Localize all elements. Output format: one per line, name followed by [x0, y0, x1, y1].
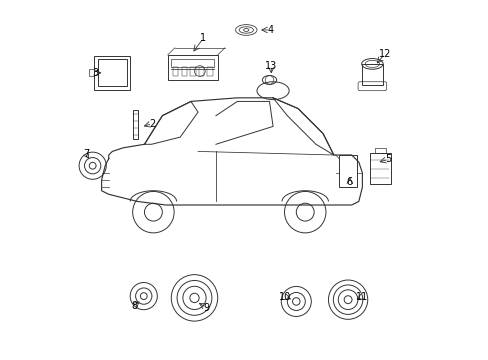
Text: 10: 10	[279, 292, 291, 302]
Bar	[133, 111, 138, 139]
Bar	[339, 155, 356, 187]
Bar	[98, 59, 126, 86]
Text: 7: 7	[83, 149, 89, 159]
Text: 1: 1	[200, 33, 206, 43]
Text: 2: 2	[149, 118, 155, 129]
Bar	[94, 56, 130, 90]
Bar	[173, 67, 178, 76]
Bar	[198, 67, 203, 76]
Text: 13: 13	[264, 61, 277, 71]
Bar	[369, 153, 390, 184]
Bar	[181, 67, 186, 76]
Bar	[171, 59, 214, 67]
Text: 11: 11	[355, 292, 367, 302]
Text: 8: 8	[131, 301, 137, 311]
Text: 4: 4	[266, 25, 273, 35]
Text: 3: 3	[92, 68, 99, 78]
Text: 5: 5	[385, 154, 391, 164]
Text: 9: 9	[203, 302, 209, 312]
Text: 6: 6	[346, 177, 352, 187]
Bar	[167, 55, 217, 80]
Bar	[374, 148, 385, 153]
Bar	[89, 69, 94, 76]
Bar	[207, 67, 212, 76]
Text: 12: 12	[378, 49, 390, 59]
Bar	[190, 67, 195, 76]
Bar	[361, 64, 382, 85]
